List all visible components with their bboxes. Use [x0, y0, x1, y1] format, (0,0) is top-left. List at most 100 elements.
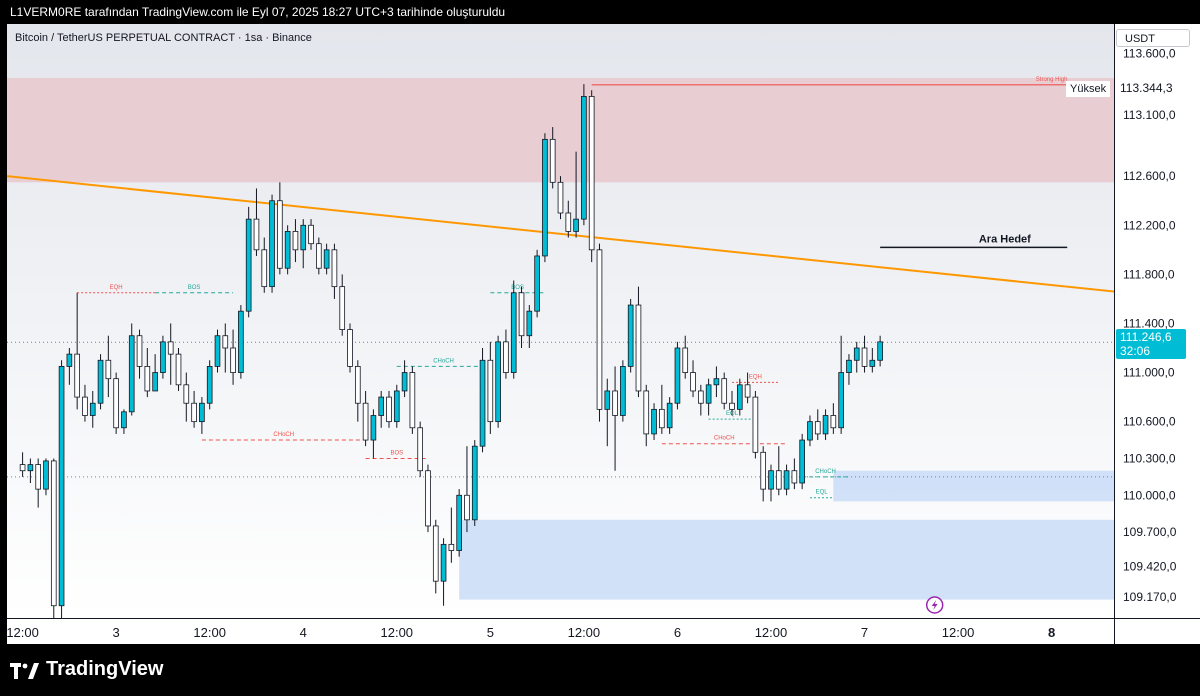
- candle-body: [393, 390, 400, 423]
- candle-body: [822, 415, 829, 435]
- time-tick-label: 12:00: [942, 625, 975, 640]
- candle-body: [152, 372, 158, 392]
- candle-body: [534, 255, 540, 312]
- candle-body: [331, 249, 338, 288]
- price-tick-label: 113.100,0: [1123, 108, 1176, 122]
- candle-body: [682, 347, 689, 373]
- price-tick-label: 111.400,0: [1123, 316, 1175, 330]
- price-tick-label: 113.600,0: [1123, 46, 1176, 60]
- candle-body: [643, 390, 650, 435]
- candle-body: [744, 384, 751, 398]
- candle-body: [253, 218, 260, 251]
- candle-body: [510, 292, 517, 373]
- candle-body: [729, 402, 735, 410]
- candle-body: [721, 378, 728, 404]
- candle-body: [292, 231, 299, 251]
- candle-body: [354, 366, 361, 404]
- annotation-label: CHoCH: [815, 469, 836, 475]
- candle-body: [659, 408, 665, 429]
- candle-body: [713, 378, 720, 386]
- candle-body: [464, 494, 470, 521]
- annotation-label: EQH: [110, 285, 123, 291]
- candle-body: [861, 347, 868, 367]
- candle-body: [768, 470, 774, 490]
- time-tick-label: 8: [1048, 625, 1055, 640]
- candle-body: [853, 347, 860, 361]
- candle-body: [269, 200, 275, 288]
- annotation-label: CHoCH: [714, 436, 735, 442]
- candle-body: [27, 464, 34, 472]
- trendline: [7, 175, 1114, 293]
- price-tick-label: 110.300,0: [1123, 451, 1176, 465]
- price-tick-label: 112.600,0: [1123, 169, 1176, 183]
- candle-body: [838, 372, 844, 429]
- annotation-label: Ara Hedef: [979, 233, 1031, 245]
- zone-supply: [7, 78, 1114, 183]
- candle-body: [651, 408, 657, 435]
- candle-body: [549, 138, 556, 183]
- brand[interactable]: TradingView: [10, 658, 163, 681]
- candle-body: [136, 335, 143, 367]
- candle-body: [596, 249, 603, 410]
- candle-body: [588, 96, 595, 251]
- time-tick-label: 12:00: [755, 625, 788, 640]
- price-tick-label: 110.000,0: [1123, 488, 1176, 502]
- candle-body: [487, 359, 494, 423]
- candle-body: [690, 372, 696, 392]
- time-tick-label: 12:00: [381, 625, 414, 640]
- candle-body: [58, 366, 65, 607]
- time-tick-label: 12:00: [193, 625, 226, 640]
- candle-body: [698, 390, 704, 404]
- time-tick-label: 6: [674, 625, 681, 640]
- candle-body: [245, 218, 252, 312]
- candle-body: [206, 366, 213, 404]
- candle-body: [814, 421, 821, 435]
- extreme-price-label: 113.344,3: [1116, 80, 1177, 96]
- price-axis[interactable]: 113.600,0 113.100,0 112.600,0 112.200,0 111.…: [1114, 24, 1200, 618]
- candle-body: [378, 396, 385, 416]
- candle-body: [89, 402, 96, 416]
- candle-body: [362, 402, 369, 441]
- annotation-label: CHoCH: [273, 432, 294, 438]
- candle-body: [409, 372, 416, 429]
- candle-body: [448, 543, 455, 551]
- time-tick-label: 5: [487, 625, 494, 640]
- candle-body: [50, 460, 57, 607]
- candle-body: [846, 359, 852, 373]
- candle-body: [347, 329, 353, 367]
- candle-body: [43, 460, 49, 490]
- candle-body: [277, 200, 283, 269]
- candle-body: [316, 243, 322, 269]
- axis-corner: [1114, 618, 1200, 645]
- candle-body: [386, 396, 392, 423]
- candle-body: [440, 543, 447, 582]
- time-tick-label: 12:00: [7, 625, 39, 640]
- candle-body: [105, 359, 112, 380]
- candle-body: [471, 445, 478, 521]
- candle-body: [261, 249, 268, 288]
- candle-body: [503, 341, 509, 373]
- candle-body: [705, 384, 712, 404]
- candle-body: [339, 286, 346, 330]
- candle-body: [160, 341, 166, 373]
- candle-body: [238, 310, 244, 373]
- candle-body: [183, 384, 190, 404]
- time-tick-label: 7: [861, 625, 868, 640]
- price-tick-label: 112.200,0: [1123, 218, 1176, 232]
- chart-plot[interactable]: EQHBOSCHoCHBOSCHoCHBOSEQHEQLCHoCHCHoCHEQ…: [7, 24, 1114, 618]
- candle-body: [19, 464, 26, 472]
- candle-body: [627, 304, 634, 367]
- candle-body: [557, 181, 564, 214]
- annotation-label: BOS: [390, 450, 403, 456]
- footer-bar: [0, 644, 1200, 696]
- price-tick-label: 111.800,0: [1123, 267, 1175, 281]
- chart-area[interactable]: EQHBOSCHoCHBOSCHoCHBOSEQHEQLCHoCHCHoCHEQ…: [7, 24, 1114, 618]
- candle-body: [214, 335, 221, 367]
- symbol-title[interactable]: Bitcoin / TetherUS PERPETUAL CONTRACT · …: [15, 32, 312, 44]
- time-tick-label: 4: [300, 625, 307, 640]
- tradingview-logo-icon: [10, 662, 40, 679]
- currency-unit-button[interactable]: USDT: [1116, 29, 1190, 47]
- candle-body: [425, 470, 431, 527]
- time-axis[interactable]: 12:00 3 12:00 4 12:00 5 12:00 6 12:00 7 12:00 8: [6, 618, 1114, 645]
- candle-body: [775, 470, 782, 490]
